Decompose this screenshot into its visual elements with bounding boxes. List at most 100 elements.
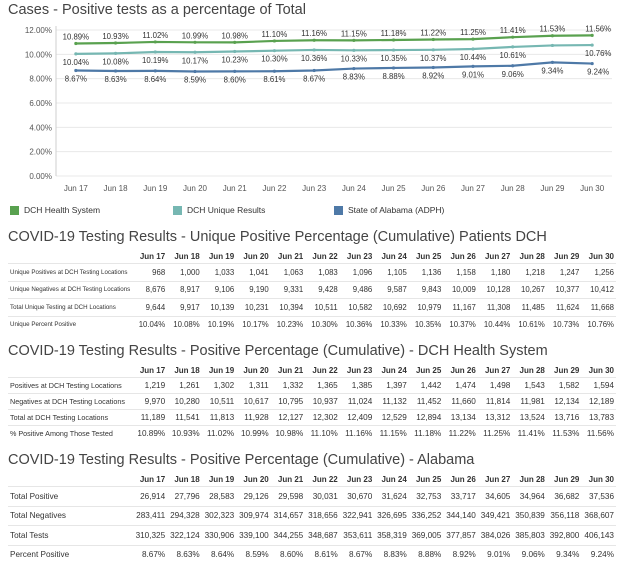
column-header: Jun 26 bbox=[450, 475, 476, 484]
table-cell: 1,033 bbox=[214, 267, 235, 277]
table-cell: 8,917 bbox=[180, 285, 200, 295]
data-point bbox=[511, 45, 515, 49]
column-header: Jun 23 bbox=[346, 252, 373, 261]
table-cell: 12,189 bbox=[588, 397, 614, 406]
table-cell: 11.41% bbox=[517, 429, 545, 438]
row-label: Unique Negatives at DCH Testing Location… bbox=[10, 286, 131, 294]
table-cell: 11,981 bbox=[520, 397, 545, 406]
table-cell: 1,158 bbox=[456, 267, 476, 277]
table-cell: 344,255 bbox=[273, 530, 304, 540]
data-label: 9.34% bbox=[541, 66, 563, 75]
table-cell: 1,261 bbox=[179, 381, 200, 390]
legend-item-dch-unique-results[interactable]: DCH Unique Results bbox=[173, 205, 265, 215]
dch-health-system-table: Jun 17 Jun 18 Jun 19 Jun 20 Jun 21 Jun 22 Jun … bbox=[8, 364, 616, 441]
x-tick-label: Jun 20 bbox=[183, 184, 208, 193]
data-point bbox=[391, 48, 396, 52]
table-cell: 12,409 bbox=[347, 413, 373, 422]
table-2-title: COVID-19 Testing Results - Positive Perc… bbox=[8, 343, 548, 359]
y-tick-label: 0.00% bbox=[29, 172, 52, 181]
column-header: Jun 22 bbox=[312, 252, 338, 261]
table-cell: 349,421 bbox=[480, 511, 511, 521]
table-row: Total Unique Testing at DCH Locations 9,6… bbox=[8, 298, 616, 317]
data-label: 8.92% bbox=[422, 71, 444, 80]
table-cell: 10,128 bbox=[486, 285, 511, 295]
table-cell: 30,670 bbox=[347, 491, 373, 501]
table-cell: 12,127 bbox=[278, 413, 304, 422]
table-cell: 1,474 bbox=[455, 381, 476, 390]
data-label: 8.67% bbox=[65, 75, 87, 84]
table-cell: 10,582 bbox=[348, 302, 373, 312]
table-cell: 29,126 bbox=[243, 491, 269, 501]
data-label: 8.67% bbox=[303, 75, 325, 84]
table-cell: 9,970 bbox=[144, 397, 166, 406]
table-cell: 10.99% bbox=[240, 429, 269, 438]
x-tick-label: Jun 27 bbox=[461, 184, 486, 193]
table-header-row: Jun 17 Jun 18 Jun 19 Jun 20 Jun 21 Jun 22 Jun … bbox=[8, 473, 616, 487]
table-cell: 9,843 bbox=[421, 285, 442, 295]
table-cell: 11.16% bbox=[345, 429, 373, 438]
data-point bbox=[113, 69, 118, 73]
table-cell: 8.88% bbox=[418, 550, 442, 560]
data-label: 11.16% bbox=[301, 29, 327, 38]
data-label: 11.25% bbox=[460, 28, 486, 37]
data-label: 11.41% bbox=[500, 26, 526, 35]
data-label: 10.44% bbox=[460, 53, 487, 62]
data-point bbox=[590, 33, 594, 37]
table-cell: 1,256 bbox=[594, 267, 614, 277]
column-header: Jun 20 bbox=[243, 475, 269, 484]
table-cell: 10.93% bbox=[171, 429, 200, 438]
table-cell: 10.36% bbox=[345, 320, 373, 330]
table-cell: 10,412 bbox=[590, 285, 614, 295]
data-point bbox=[193, 69, 197, 74]
table-cell: 10.04% bbox=[138, 320, 166, 330]
table-cell: 13,524 bbox=[519, 413, 545, 422]
x-tick-label: Jun 26 bbox=[421, 184, 446, 193]
row-label: Total Tests bbox=[10, 530, 49, 540]
data-label: 10.17% bbox=[182, 56, 209, 65]
table-cell: 10,511 bbox=[209, 397, 235, 406]
table-header-row: Jun 17 Jun 18 Jun 19 Jun 20 Jun 21 Jun 22 Jun … bbox=[8, 364, 616, 378]
table-cell: 33,717 bbox=[450, 491, 476, 501]
column-header: Jun 21 bbox=[277, 475, 304, 484]
column-header: Jun 23 bbox=[346, 366, 373, 375]
table-cell: 36,682 bbox=[554, 491, 580, 501]
column-header: Jun 24 bbox=[381, 252, 407, 261]
legend-label: State of Alabama (ADPH) bbox=[348, 205, 445, 215]
table-cell: 11,167 bbox=[452, 302, 476, 312]
data-point bbox=[272, 39, 277, 43]
x-tick-label: Jun 21 bbox=[223, 184, 248, 193]
data-label: 8.60% bbox=[224, 75, 246, 84]
table-cell: 1,136 bbox=[421, 267, 442, 277]
legend-item-dch-health-system[interactable]: DCH Health System bbox=[10, 205, 100, 215]
data-label: 11.15% bbox=[341, 29, 367, 38]
data-point bbox=[74, 41, 78, 46]
data-point bbox=[233, 69, 237, 73]
table-cell: 8.63% bbox=[176, 550, 200, 560]
data-point bbox=[471, 47, 475, 51]
column-header: Jun 28 bbox=[519, 475, 545, 484]
table-cell: 294,328 bbox=[170, 511, 200, 521]
table-cell: 11,668 bbox=[590, 302, 614, 312]
y-tick-label: 12.00% bbox=[25, 26, 52, 35]
table-cell: 10.73% bbox=[552, 320, 580, 330]
table-cell: 1,000 bbox=[180, 267, 200, 277]
table-cell: 10,377 bbox=[555, 285, 580, 295]
table-cell: 11.15% bbox=[379, 429, 407, 438]
table-cell: 368,607 bbox=[584, 511, 614, 521]
table-cell: 11,541 bbox=[175, 413, 200, 422]
table-cell: 11,132 bbox=[382, 397, 407, 406]
data-point bbox=[193, 40, 197, 44]
data-point bbox=[550, 34, 555, 38]
column-header: Jun 18 bbox=[174, 475, 200, 484]
table-cell: 11.25% bbox=[483, 429, 511, 438]
data-label: 10.89% bbox=[63, 33, 90, 42]
data-point bbox=[511, 35, 515, 39]
legend-item-state-of-alabama[interactable]: State of Alabama (ADPH) bbox=[334, 205, 444, 215]
data-label: 8.83% bbox=[343, 73, 365, 82]
data-label: 10.93% bbox=[102, 32, 129, 41]
column-header: Jun 21 bbox=[277, 366, 304, 375]
table-3-title: COVID-19 Testing Results - Positive Perc… bbox=[8, 452, 475, 468]
row-label: Percent Positive bbox=[10, 550, 70, 560]
column-header: Jun 30 bbox=[588, 252, 614, 261]
table-cell: 11.56% bbox=[586, 429, 614, 438]
